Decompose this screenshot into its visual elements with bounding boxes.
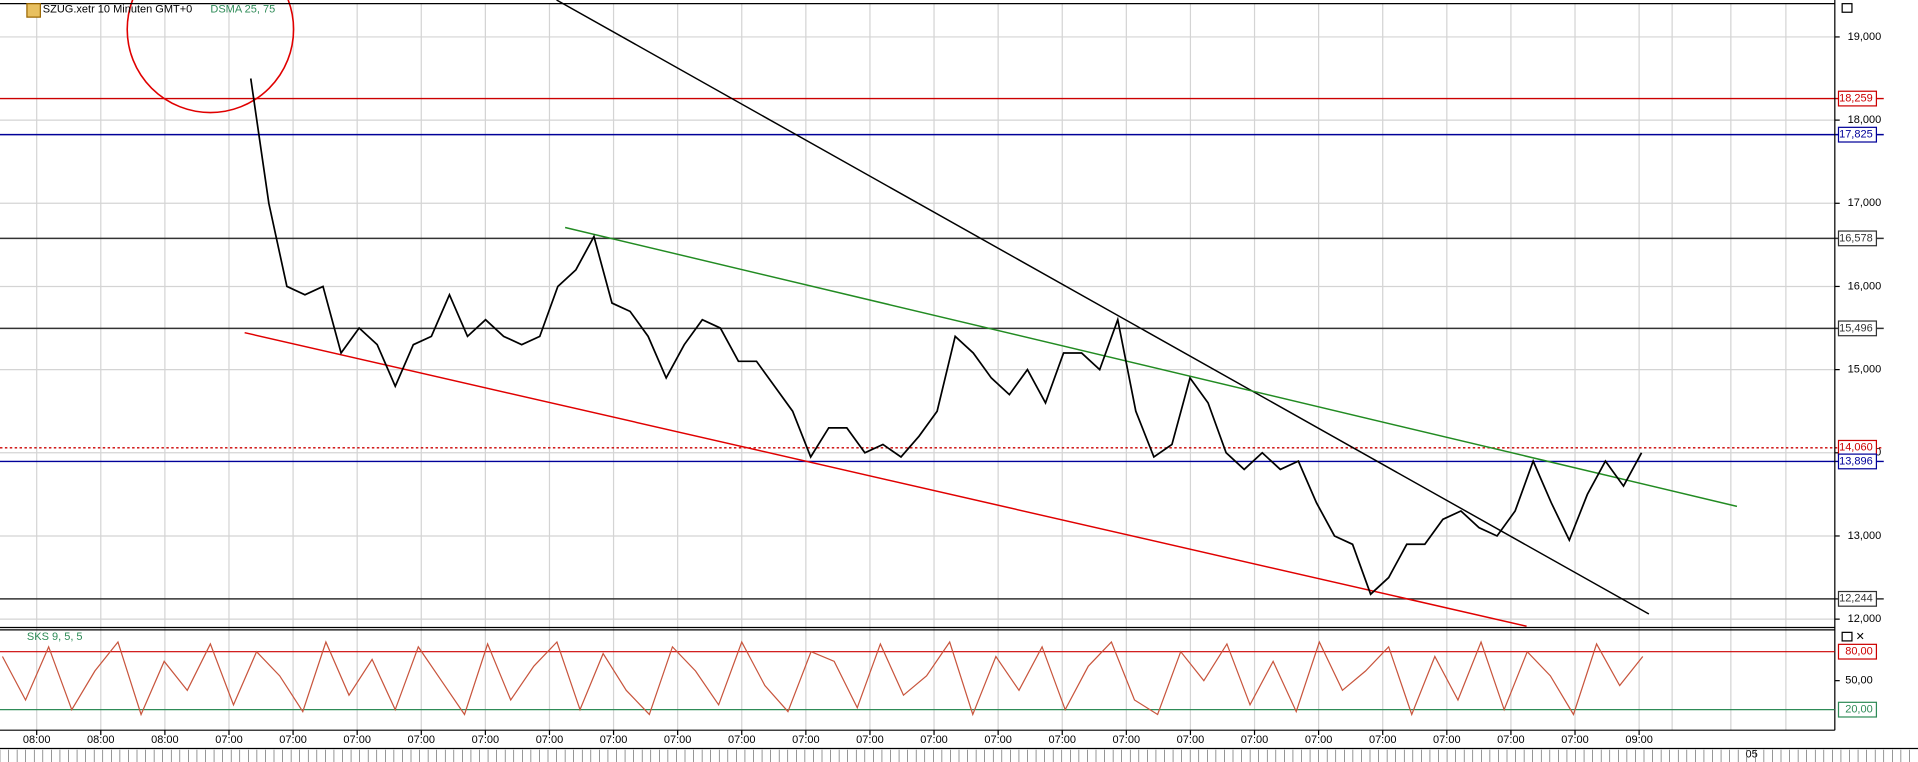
plot	[249, 78, 1643, 596]
x-tick-label: 07:00	[1497, 734, 1525, 746]
level-label: 14,060	[1839, 442, 1873, 454]
date-label: 05	[1746, 749, 1758, 761]
x-tick-label: 07:00	[1369, 734, 1397, 746]
x-tick-label: 08:00	[151, 734, 179, 746]
y-tick-label: 13,000	[1848, 530, 1882, 542]
level-label: 16,578	[1839, 232, 1873, 244]
x-tick-label: 07:00	[343, 734, 371, 746]
x-tick-label: 07:00	[472, 734, 500, 746]
x-tick-label: 07:00	[1305, 734, 1333, 746]
x-tick-label: 07:00	[1048, 734, 1076, 746]
symbol-icon[interactable]	[26, 3, 41, 18]
price-line	[249, 78, 1643, 596]
y-tick-label: 17,000	[1848, 197, 1882, 209]
oscillator-label: SKS 9, 5, 5	[27, 631, 83, 643]
x-tick-label: 07:00	[984, 734, 1012, 746]
trend-line	[564, 226, 1738, 508]
x-tick-label: 07:00	[600, 734, 628, 746]
y-tick-label: 19,000	[1848, 31, 1882, 43]
level-label-box	[1837, 453, 1878, 470]
x-tick-label: 08:00	[87, 734, 115, 746]
level-label-box	[1837, 590, 1878, 607]
level-label: 18,259	[1839, 92, 1873, 104]
oscillator: 80,00 50,00 20,00	[0, 640, 1878, 718]
level-label-box	[1837, 701, 1878, 718]
close-button[interactable]: ✕	[1856, 631, 1865, 643]
maximize-button[interactable]	[1841, 3, 1853, 13]
y-tick-label: 50,00	[1845, 675, 1873, 687]
oscillator-line	[1, 640, 1644, 717]
annotation-circle	[126, 0, 295, 114]
trend-line	[556, 0, 1650, 615]
x-tick-label: 07:00	[856, 734, 884, 746]
x-tick-label: 08:00	[23, 734, 51, 746]
level-label-box	[1837, 230, 1878, 247]
x-tick-label: 07:00	[1433, 734, 1461, 746]
level-label: 12,244	[1839, 593, 1873, 605]
level-label: 15,496	[1839, 322, 1873, 334]
y-tick-label: 12,000	[1848, 613, 1882, 625]
x-tick-label: 07:00	[792, 734, 820, 746]
indicator-label: DSMA 25, 75	[210, 4, 275, 16]
y-tick-label: 15,000	[1848, 364, 1882, 376]
x-tick-label: 07:00	[536, 734, 564, 746]
level-label: 13,896	[1839, 455, 1873, 467]
x-tick-label: 07:00	[1241, 734, 1269, 746]
x-tick-label: 09:00	[1625, 734, 1653, 746]
y-tick-label: 20,00	[1845, 704, 1873, 716]
chart-title: SZUG.xetr 10 Minuten GMT+0	[43, 4, 192, 16]
level-label-box	[1837, 126, 1878, 143]
level-label-box	[1837, 320, 1878, 337]
x-tick-label: 07:00	[1561, 734, 1589, 746]
y-tick-label: 80,00	[1845, 646, 1873, 658]
x-tick-label: 07:00	[279, 734, 307, 746]
grid: 12,00013,00014,00015,00016,00017,00018,0…	[0, 3, 1882, 731]
x-tick-label: 07:00	[1113, 734, 1141, 746]
y-tick-label: 18,000	[1848, 114, 1882, 126]
x-tick-label: 07:00	[408, 734, 436, 746]
level-label-box	[1837, 90, 1878, 107]
level-label-box	[1837, 643, 1878, 660]
maximize-button[interactable]	[1841, 631, 1853, 642]
level-label: 17,825	[1839, 129, 1873, 141]
x-tick-label: 07:00	[728, 734, 756, 746]
x-tick-label: 07:00	[215, 734, 243, 746]
trend-line	[244, 331, 1527, 627]
y-tick-label: 16,000	[1848, 280, 1882, 292]
x-tick-label: 07:00	[1177, 734, 1205, 746]
x-tick-label: 07:00	[664, 734, 692, 746]
x-axis: 08:00 08:00 08:00 07:00 07:00 07:00 07:00 07:00…	[0, 730, 1918, 762]
x-tick-label: 07:00	[920, 734, 948, 746]
